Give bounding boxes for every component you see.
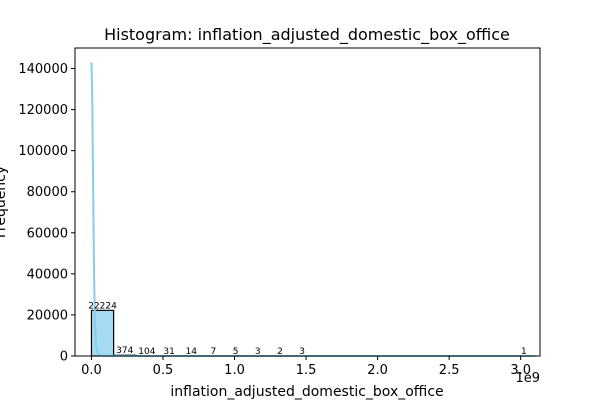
y-tick-label: 0 [60, 350, 68, 365]
x-tick-label: 2.5 [439, 363, 460, 378]
bar-count-label: 5 [233, 347, 239, 357]
y-tick-label: 140000 [18, 62, 68, 77]
bar-count-label: 374 [116, 346, 133, 356]
chart-title: Histogram: inflation_adjusted_domestic_b… [104, 25, 510, 45]
y-axis-label: Frequency [0, 166, 9, 238]
x-tick-label: 0.5 [153, 363, 174, 378]
bar-count-label: 104 [138, 347, 155, 357]
bar-count-label: 1 [521, 347, 527, 357]
y-tick-label: 20000 [27, 308, 68, 323]
x-tick-label: 3.0 [510, 363, 531, 378]
x-axis-label: inflation_adjusted_domestic_box_office [170, 384, 443, 400]
axes-frame [74, 47, 541, 357]
y-tick-label: 80000 [27, 185, 68, 200]
bar-count-label: 22224 [88, 301, 117, 311]
bar-count-label: 31 [163, 347, 174, 357]
y-tick-label: 40000 [27, 267, 68, 282]
kde-line [90, 62, 535, 357]
x-tick-label: 1.0 [224, 363, 245, 378]
x-tick-label: 1.5 [296, 363, 317, 378]
x-tick-label: 0.0 [81, 363, 102, 378]
bar-count-label: 14 [186, 347, 198, 357]
bar-count-label: 7 [211, 347, 217, 357]
bar-count-label: 2 [277, 347, 283, 357]
bar-count-label: 3 [255, 347, 261, 357]
bar-count-label: 3 [299, 347, 305, 357]
y-tick-label: 120000 [18, 103, 68, 118]
y-tick-label: 100000 [18, 144, 68, 159]
x-axis-offset-text: 1e9 [515, 371, 540, 386]
x-tick-label: 2.0 [367, 363, 388, 378]
y-tick-label: 60000 [27, 226, 68, 241]
